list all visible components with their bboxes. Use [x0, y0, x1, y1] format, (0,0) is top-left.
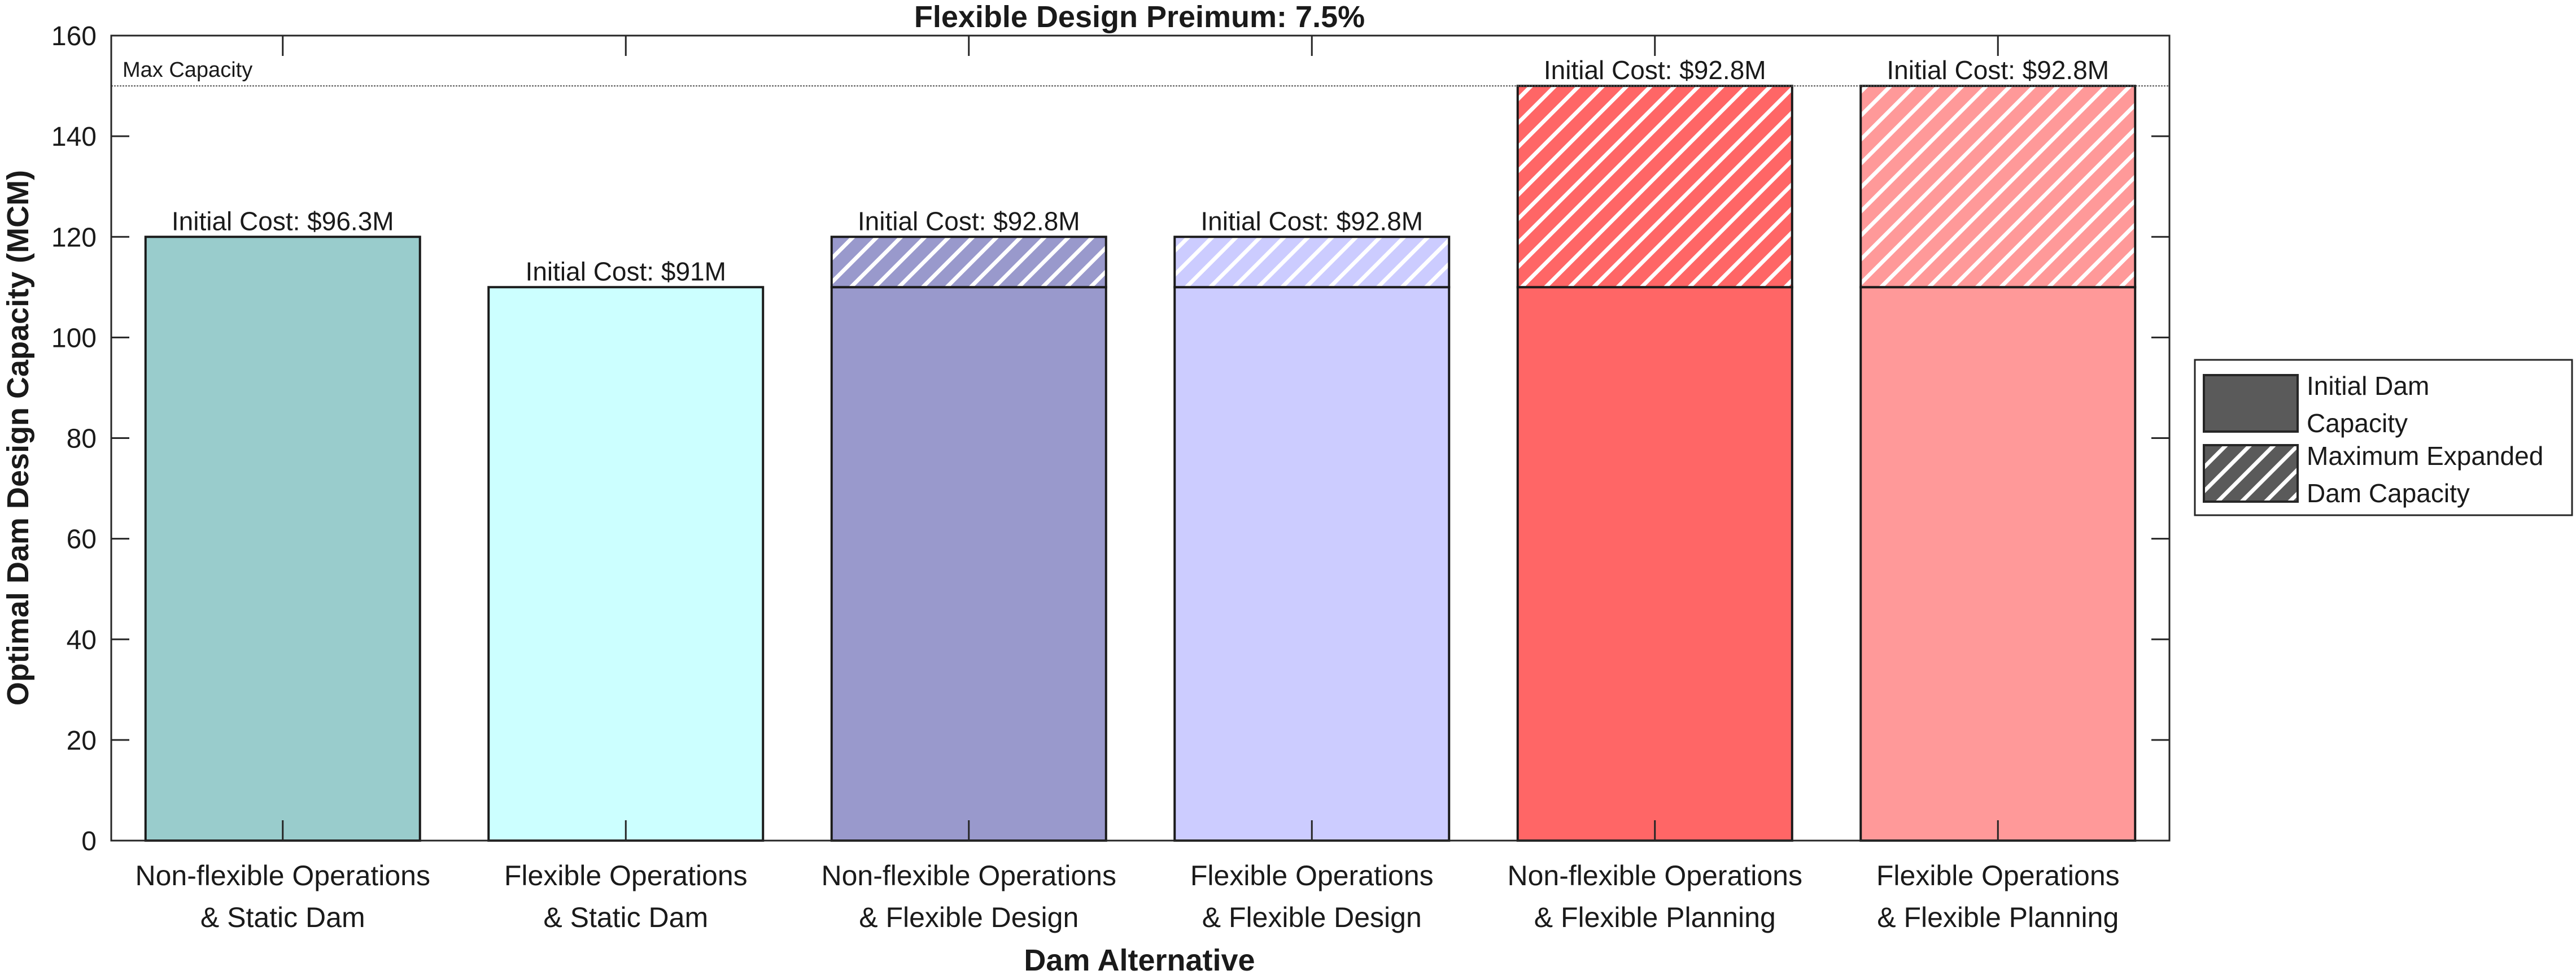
x-axis-label: Dam Alternative	[1024, 943, 1255, 976]
bar-initial-capacity-2	[487, 286, 765, 842]
x-tick-label-5: Non-flexible Operations & Flexible Planni…	[1508, 860, 1803, 933]
y-tick-label-60: 60	[67, 525, 97, 555]
y-tick-label-140: 140	[51, 122, 97, 152]
max-capacity-label: Max Capacity	[123, 58, 252, 82]
x-tick-label-line: Non-flexible Operations	[822, 860, 1117, 891]
y-tick-label-100: 100	[51, 323, 97, 353]
y-axis-label: Optimal Dam Design Capacity (MCM)	[1, 170, 35, 706]
bar-initial-capacity-4	[1173, 286, 1451, 842]
cost-annotation-4: Initial Cost: $92.8M	[1200, 206, 1423, 236]
x-tick-label-1: Non-flexible Operations & Static Dam	[136, 860, 431, 933]
x-axis: Non-flexible Operations& Static DamFlexi…	[136, 860, 2120, 933]
bar-initial-capacity-3	[830, 286, 1107, 842]
x-tick-label-line: & Static Dam	[200, 902, 365, 933]
legend-label-2: Dam Capacity	[2307, 478, 2470, 508]
cost-annotation-2: Initial Cost: $91M	[526, 256, 726, 286]
bars-layer	[144, 85, 2137, 842]
cost-annotation-1: Initial Cost: $96.3M	[172, 206, 394, 236]
legend-label-1: Initial Dam	[2307, 371, 2429, 401]
cost-annotation-6: Initial Cost: $92.8M	[1887, 55, 2109, 85]
x-tick-label-line: Flexible Operations	[1190, 860, 1434, 891]
x-tick-label-line: Non-flexible Operations	[1508, 860, 1803, 891]
legend-swatch-1	[2203, 374, 2299, 433]
y-tick-label-80: 80	[67, 424, 97, 454]
x-tick-label-6: Flexible Operations & Flexible Planning	[1876, 860, 2120, 933]
x-tick-label-3: Non-flexible Operations & Flexible Design	[822, 860, 1117, 933]
bar-initial-capacity-5	[1516, 286, 1793, 842]
axis-ticks	[111, 34, 2169, 842]
x-tick-label-line: & Static Dam	[543, 902, 708, 933]
x-tick-label-line: & Flexible Design	[1202, 902, 1422, 933]
legend-label-2: Maximum Expanded	[2307, 441, 2543, 471]
cost-annotation-5: Initial Cost: $92.8M	[1544, 55, 1766, 85]
y-tick-label-20: 20	[67, 726, 97, 756]
cost-annotations: Initial Cost: $96.3M Initial Cost: $91M In…	[172, 55, 2109, 286]
y-tick-label-120: 120	[51, 223, 97, 253]
reference-line-layer: Max Capacity	[111, 58, 2169, 87]
x-tick-label-line: Non-flexible Operations	[136, 860, 431, 891]
y-tick-label-40: 40	[67, 625, 97, 655]
x-tick-label-2: Flexible Operations & Static Dam	[504, 860, 748, 933]
y-tick-label-0: 0	[81, 826, 97, 856]
x-tick-label-line: & Flexible Design	[859, 902, 1079, 933]
x-tick-label-line: & Flexible Planning	[1534, 902, 1776, 933]
y-axis: 0 20 40 60 80 100 120 140 160	[51, 21, 97, 856]
chart-title: Flexible Design Preimum: 7.5%	[914, 0, 1365, 34]
x-tick-label-4: Flexible Operations & Flexible Design	[1190, 860, 1434, 933]
bar-initial-capacity-6	[1859, 286, 2137, 842]
legend-swatch-2	[2203, 444, 2299, 503]
y-tick-label-160: 160	[51, 21, 97, 51]
bar-initial-capacity-1	[144, 236, 421, 842]
x-tick-label-line: & Flexible Planning	[1877, 902, 2119, 933]
bar-expanded-capacity-3	[830, 236, 1107, 289]
bar-expanded-capacity-5	[1516, 85, 1793, 289]
x-tick-label-line: Flexible Operations	[504, 860, 748, 891]
bar-expanded-capacity-6	[1859, 85, 2137, 289]
x-tick-label-line: Flexible Operations	[1876, 860, 2120, 891]
cost-annotation-3: Initial Cost: $92.8M	[858, 206, 1080, 236]
bar-expanded-capacity-4	[1173, 236, 1451, 289]
legend-label-1: Capacity	[2307, 408, 2408, 438]
